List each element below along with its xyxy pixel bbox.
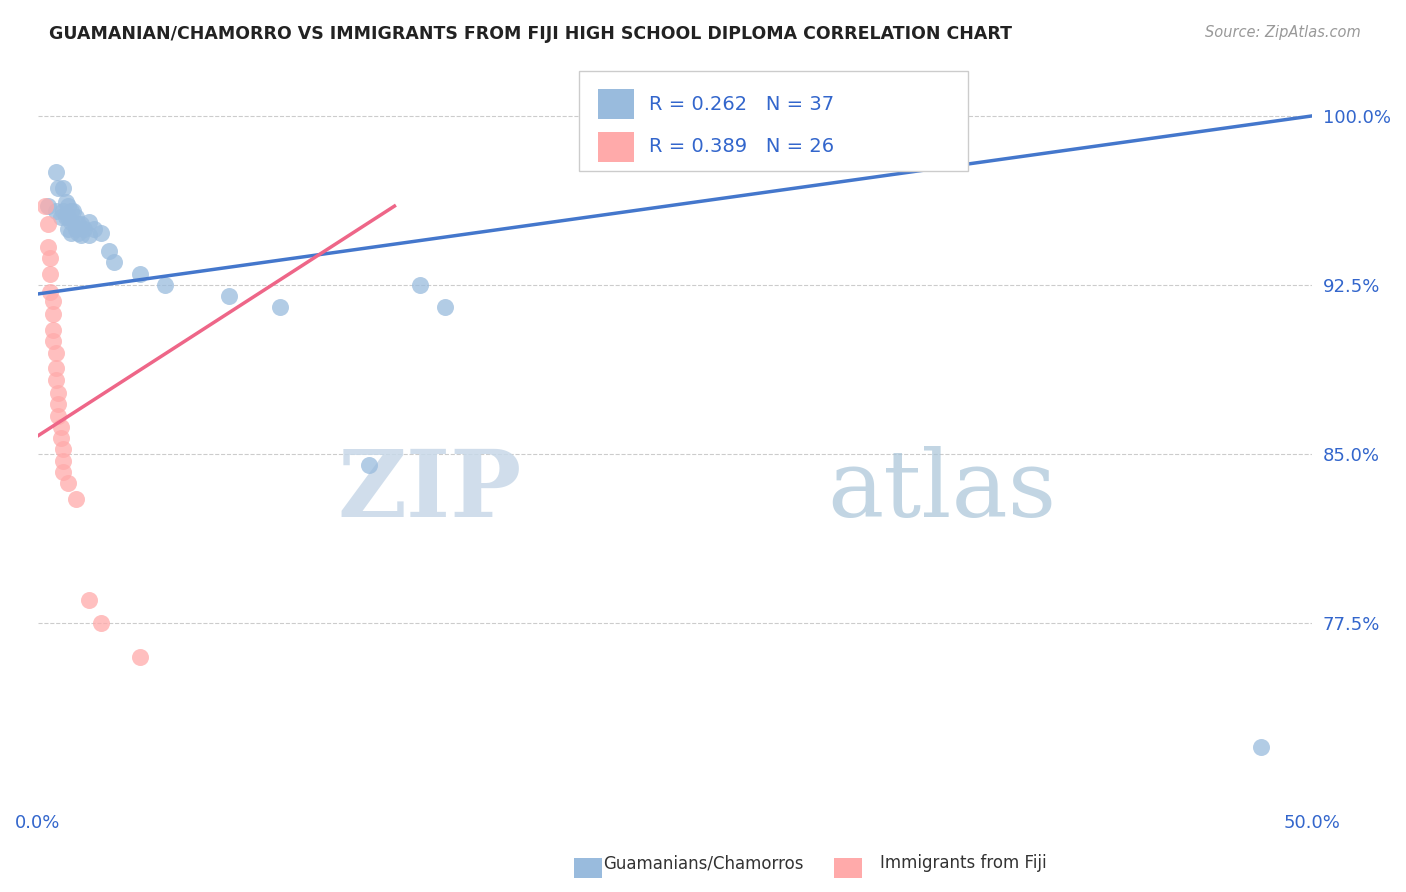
Point <box>49 211 72 225</box>
Point <box>1250 739 1272 754</box>
Point <box>46 181 69 195</box>
Point <box>39 267 62 281</box>
Point <box>77 593 100 607</box>
Point <box>44 203 66 218</box>
Point <box>52 442 75 457</box>
Text: R = 0.389   N = 26: R = 0.389 N = 26 <box>650 137 834 156</box>
Point <box>90 226 112 240</box>
Point <box>65 221 87 235</box>
Point <box>58 199 80 213</box>
Text: GUAMANIAN/CHAMORRO VS IMMIGRANTS FROM FIJI HIGH SCHOOL DIPLOMA CORRELATION CHART: GUAMANIAN/CHAMORRO VS IMMIGRANTS FROM FI… <box>49 25 1012 43</box>
Point <box>58 211 80 225</box>
Point <box>62 203 84 218</box>
Point <box>269 301 291 315</box>
Point <box>37 217 59 231</box>
Point <box>39 285 62 299</box>
Point <box>46 397 69 411</box>
Point <box>59 215 82 229</box>
Point <box>52 454 75 468</box>
Point <box>128 649 150 664</box>
Point <box>59 226 82 240</box>
Point <box>90 615 112 630</box>
Point <box>44 345 66 359</box>
Point <box>218 289 240 303</box>
Point <box>70 217 93 231</box>
Point <box>98 244 121 259</box>
Point <box>67 217 90 231</box>
Point <box>153 277 176 292</box>
Text: ZIP: ZIP <box>337 446 522 536</box>
Point <box>52 465 75 479</box>
Point <box>70 228 93 243</box>
Point <box>77 215 100 229</box>
Point <box>55 194 77 209</box>
Text: Source: ZipAtlas.com: Source: ZipAtlas.com <box>1205 25 1361 40</box>
Point <box>34 199 56 213</box>
Text: Immigrants from Fiji: Immigrants from Fiji <box>880 855 1046 872</box>
Point <box>39 251 62 265</box>
Point <box>44 373 66 387</box>
Point <box>65 211 87 225</box>
Point <box>49 431 72 445</box>
Point <box>58 221 80 235</box>
Point <box>103 255 125 269</box>
Point <box>37 199 59 213</box>
Point <box>55 211 77 225</box>
Point <box>37 240 59 254</box>
Point <box>44 165 66 179</box>
Text: Guamanians/Chamorros: Guamanians/Chamorros <box>603 855 803 872</box>
FancyBboxPatch shape <box>599 89 634 120</box>
Point <box>52 181 75 195</box>
Text: R = 0.262   N = 37: R = 0.262 N = 37 <box>650 95 834 113</box>
Text: atlas: atlas <box>828 446 1057 536</box>
Point <box>72 221 94 235</box>
Point <box>83 221 105 235</box>
Point <box>65 491 87 506</box>
Point <box>434 301 457 315</box>
Point <box>42 334 65 349</box>
FancyBboxPatch shape <box>599 132 634 161</box>
Point <box>409 277 432 292</box>
Point <box>58 476 80 491</box>
Point <box>46 409 69 423</box>
Point <box>52 203 75 218</box>
Point <box>44 361 66 376</box>
Point <box>49 420 72 434</box>
Point <box>42 323 65 337</box>
Point <box>128 267 150 281</box>
Point <box>46 386 69 401</box>
Point <box>357 458 380 473</box>
Point <box>67 226 90 240</box>
Point <box>77 228 100 243</box>
Point <box>42 307 65 321</box>
Point <box>59 203 82 218</box>
Point <box>42 293 65 308</box>
FancyBboxPatch shape <box>579 70 967 171</box>
